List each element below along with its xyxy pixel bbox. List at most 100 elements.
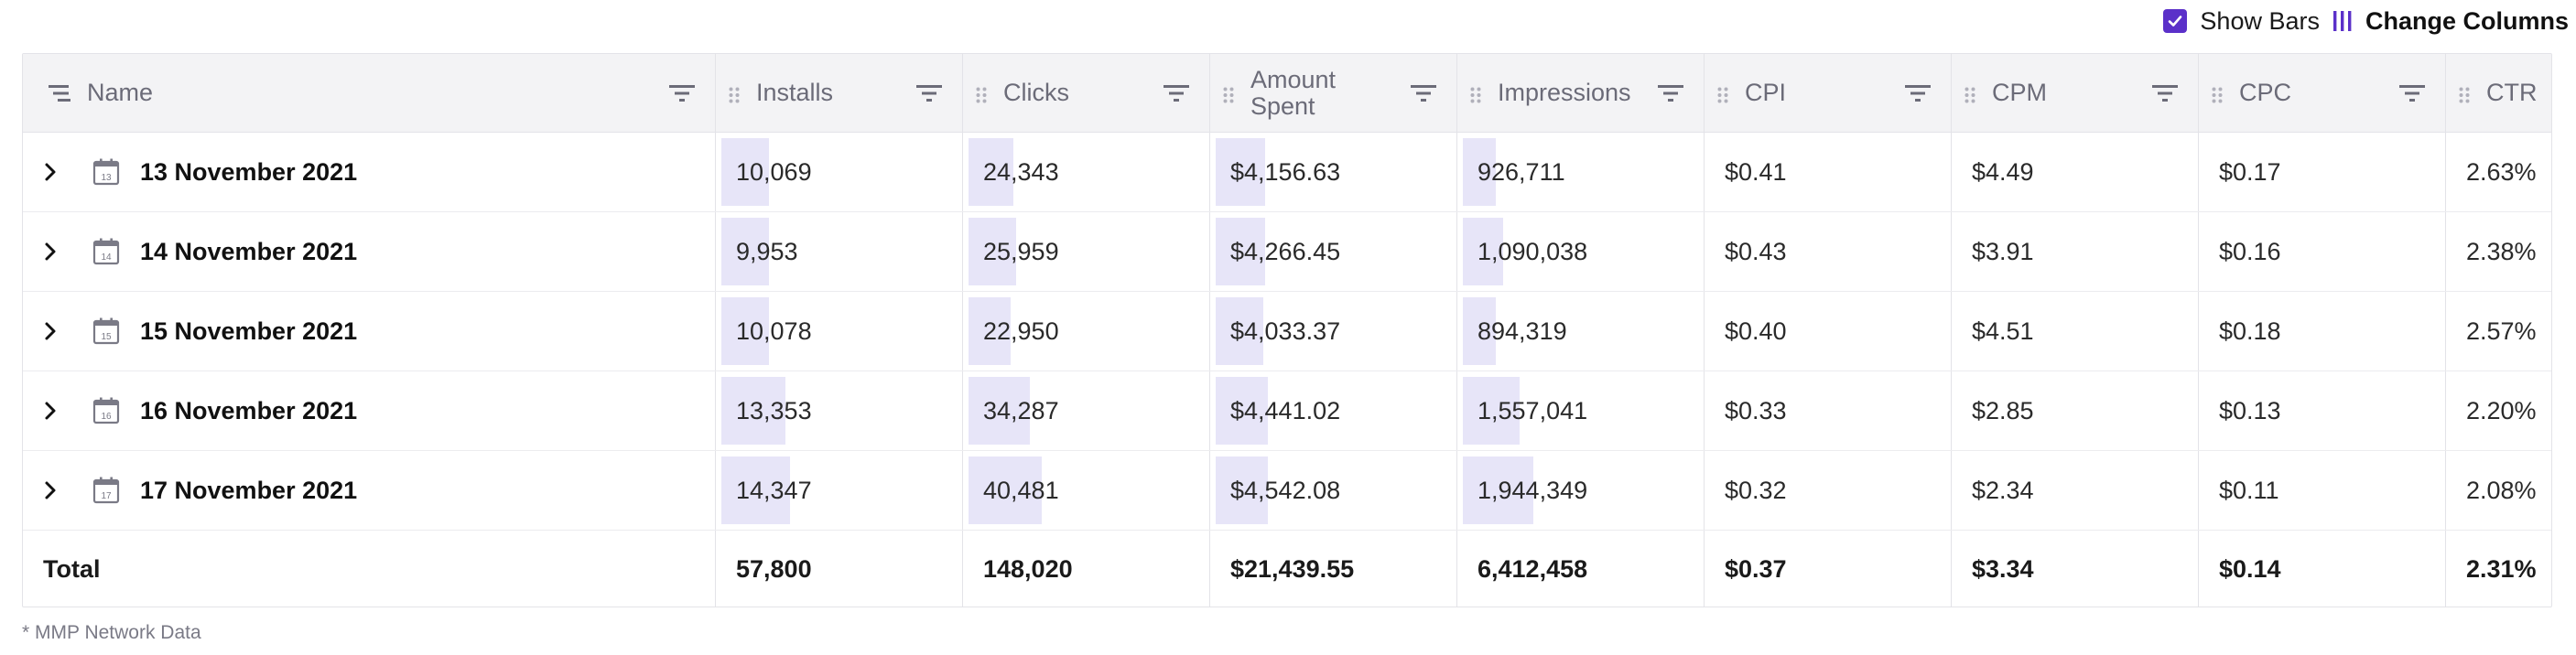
drag-handle-icon[interactable]: [1717, 87, 1728, 103]
total-amount-spent-cell: $21,439.55: [1209, 531, 1456, 607]
filter-icon[interactable]: [1905, 84, 1931, 102]
cell-value: 2.38%: [2466, 237, 2537, 265]
drag-handle-icon[interactable]: [1964, 87, 1975, 103]
total-value: 2.31%: [2466, 554, 2537, 583]
drag-handle-icon[interactable]: [976, 87, 987, 103]
show-bars-toggle[interactable]: Show Bars: [2163, 7, 2320, 36]
cell-value: 34,287: [983, 396, 1059, 424]
value-bar: [1463, 456, 1533, 524]
impressions-cell: 926,711: [1456, 133, 1704, 211]
filter-icon[interactable]: [1411, 84, 1436, 102]
cell-value: 2.08%: [2466, 476, 2537, 504]
calendar-badge: 13: [92, 158, 120, 186]
total-cpc-cell: $0.14: [2198, 531, 2445, 607]
installs-cell: 13,353: [715, 371, 962, 450]
column-header-amount-spent[interactable]: Amount Spent: [1209, 54, 1456, 132]
table-row[interactable]: 13 13 November 2021 10,069 24,343 $4,156.63 9…: [23, 133, 2551, 212]
column-header-ctr[interactable]: CTR: [2445, 54, 2551, 132]
column-header-cpm[interactable]: CPM: [1951, 54, 2198, 132]
value-bar: [1216, 297, 1263, 365]
cell-value: 894,319: [1477, 317, 1567, 345]
clicks-cell: 40,481: [962, 451, 1209, 530]
value-bar: [1216, 218, 1265, 285]
cell-value: 10,069: [736, 157, 812, 186]
filter-icon[interactable]: [2152, 84, 2178, 102]
cell-value: 1,090,038: [1477, 237, 1588, 265]
expand-row-button[interactable]: [43, 242, 72, 262]
column-header-installs[interactable]: Installs: [715, 54, 962, 132]
filter-icon[interactable]: [916, 84, 942, 102]
total-row: Total 57,800 148,020 $21,439.55 6,412,458 $0.…: [23, 531, 2551, 607]
cpi-cell: $0.40: [1704, 292, 1951, 370]
cell-value: $0.11: [2219, 476, 2279, 504]
drag-handle-icon[interactable]: [2212, 87, 2223, 103]
calendar-icon: 13: [92, 158, 120, 186]
column-header-cpi[interactable]: CPI: [1704, 54, 1951, 132]
total-value: 57,800: [736, 554, 812, 583]
clicks-cell: 25,959: [962, 212, 1209, 291]
column-header-cpc[interactable]: CPC: [2198, 54, 2445, 132]
total-installs-cell: 57,800: [715, 531, 962, 607]
calendar-day: 13: [101, 173, 112, 183]
column-header-label: CPI: [1745, 79, 1787, 106]
value-bar: [721, 138, 769, 206]
clicks-cell: 22,950: [962, 292, 1209, 370]
date-cell: 13 13 November 2021: [23, 133, 715, 211]
column-header-impressions[interactable]: Impressions: [1456, 54, 1704, 132]
cell-value: 40,481: [983, 476, 1059, 504]
column-header-label: CTR: [2486, 79, 2538, 106]
cell-value: 25,959: [983, 237, 1059, 265]
installs-cell: 10,078: [715, 292, 962, 370]
cpm-cell: $4.49: [1951, 133, 2198, 211]
amount-spent-cell: $4,266.45: [1209, 212, 1456, 291]
cell-value: $0.43: [1725, 237, 1787, 265]
show-bars-checkbox[interactable]: [2163, 9, 2188, 33]
expand-row-button[interactable]: [43, 480, 72, 500]
header-row: Name Installs Clicks Amount Spent Impression…: [23, 54, 2551, 133]
table-row[interactable]: 15 15 November 2021 10,078 22,950 $4,033.37 8…: [23, 292, 2551, 371]
change-columns-button[interactable]: Change Columns: [2332, 7, 2569, 36]
cpm-cell: $2.85: [1951, 371, 2198, 450]
filter-icon[interactable]: [2399, 84, 2425, 102]
column-header-label: CPM: [1992, 79, 2047, 106]
table-row[interactable]: 14 14 November 2021 9,953 25,959 $4,266.45 1,…: [23, 212, 2551, 292]
column-header-name[interactable]: Name: [23, 54, 715, 132]
cell-value: $0.40: [1725, 317, 1787, 345]
drag-handle-icon[interactable]: [729, 87, 740, 103]
table-row[interactable]: 16 16 November 2021 13,353 34,287 $4,441.02 1…: [23, 371, 2551, 451]
total-value: $0.37: [1725, 554, 1787, 583]
cell-value: $2.85: [1972, 396, 2034, 424]
expand-row-button[interactable]: [43, 162, 72, 182]
row-date-label: 17 November 2021: [140, 476, 358, 504]
drag-handle-icon[interactable]: [1470, 87, 1481, 103]
column-header-clicks[interactable]: Clicks: [962, 54, 1209, 132]
total-ctr-cell: 2.31%: [2445, 531, 2551, 607]
expand-row-button[interactable]: [43, 321, 72, 341]
date-cell: 14 14 November 2021: [23, 212, 715, 291]
installs-cell: 10,069: [715, 133, 962, 211]
value-bar: [969, 218, 1016, 285]
cell-value: 24,343: [983, 157, 1059, 186]
column-header-label: Clicks: [1003, 79, 1069, 106]
amount-spent-cell: $4,156.63: [1209, 133, 1456, 211]
chevron-right-icon: [43, 401, 58, 421]
cell-value: $0.18: [2219, 317, 2281, 345]
drag-handle-icon[interactable]: [1223, 87, 1234, 103]
filter-icon[interactable]: [1164, 84, 1189, 102]
calendar-badge: 15: [92, 317, 120, 345]
cell-value: 13,353: [736, 396, 812, 424]
total-label: Total: [43, 554, 101, 583]
drag-handle-icon[interactable]: [2459, 87, 2470, 103]
value-bar: [1216, 377, 1268, 445]
cell-value: $0.33: [1725, 396, 1787, 424]
amount-spent-cell: $4,542.08: [1209, 451, 1456, 530]
expand-row-button[interactable]: [43, 401, 72, 421]
cell-value: 2.20%: [2466, 396, 2537, 424]
date-cell: 15 15 November 2021: [23, 292, 715, 370]
table-row[interactable]: 17 17 November 2021 14,347 40,481 $4,542.08 1…: [23, 451, 2551, 531]
total-value: 6,412,458: [1477, 554, 1588, 583]
filter-icon[interactable]: [1658, 84, 1683, 102]
show-bars-label: Show Bars: [2200, 6, 2320, 35]
filter-icon[interactable]: [669, 84, 695, 102]
cell-value: $4,156.63: [1230, 157, 1341, 186]
